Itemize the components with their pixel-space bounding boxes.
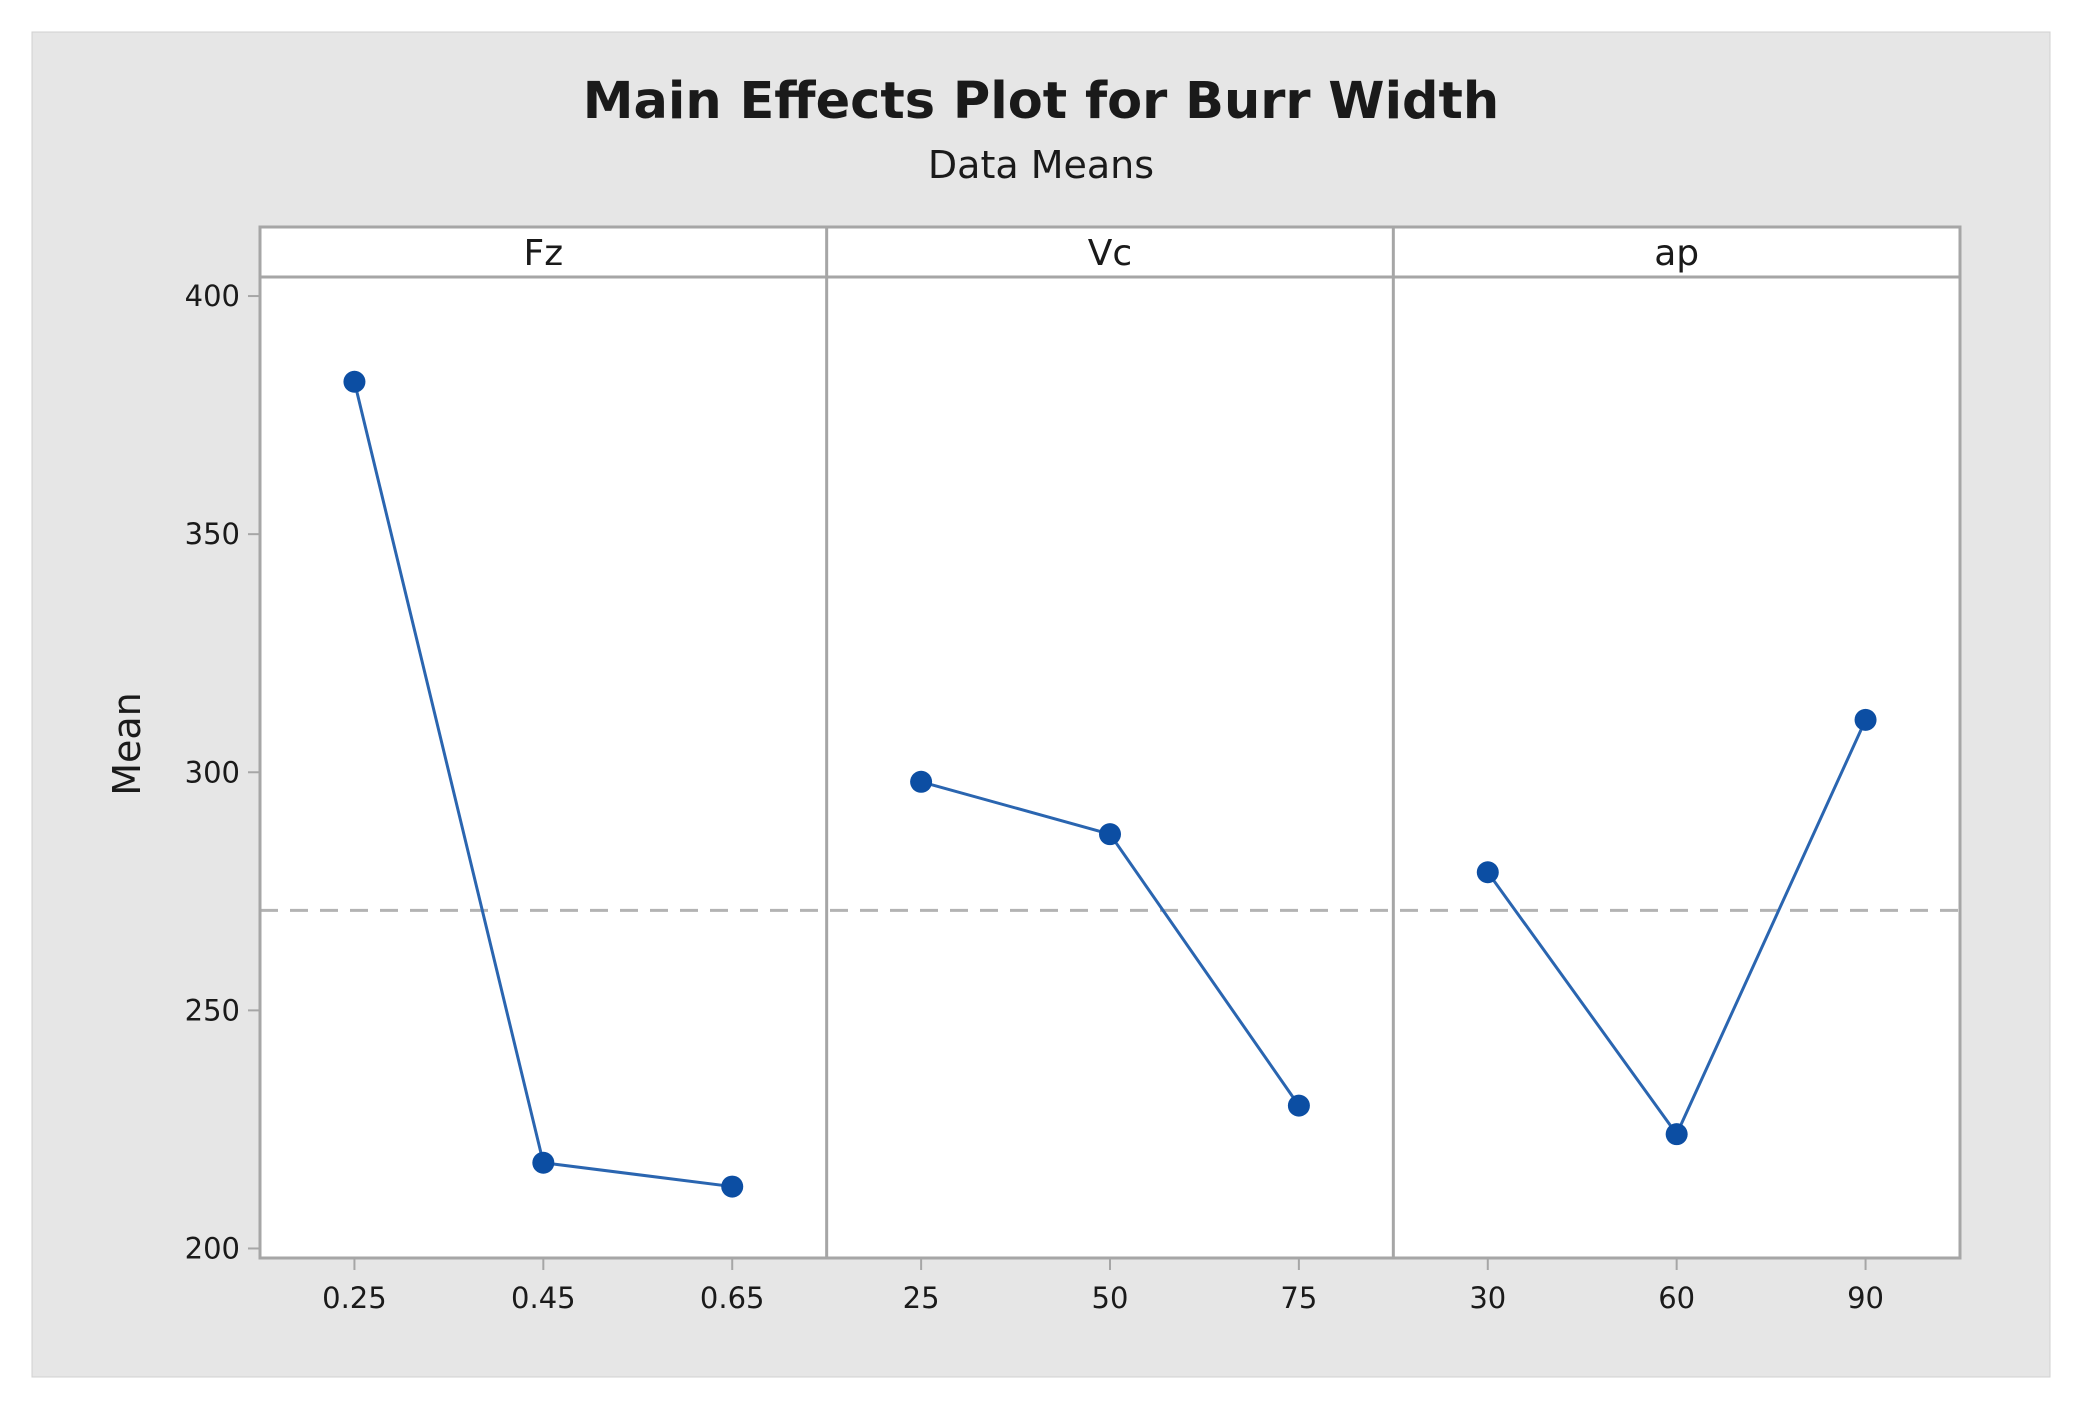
plot-background — [260, 227, 1960, 1258]
data-point-fz-0.45 — [532, 1151, 555, 1174]
x-tick-label: 75 — [1280, 1281, 1317, 1315]
x-tick-label: 60 — [1658, 1281, 1695, 1315]
plot-frame — [258, 225, 1962, 1260]
data-point-ap-60 — [1665, 1123, 1688, 1146]
data-point-vc-75 — [1287, 1094, 1310, 1117]
chart-subtitle: Data Means — [928, 143, 1154, 187]
x-tick-label: 50 — [1092, 1281, 1129, 1315]
y-tick-label: 350 — [185, 517, 240, 551]
panel-label-ap: ap — [1654, 233, 1699, 274]
y-tick-label: 250 — [185, 993, 240, 1027]
y-tick-label: 400 — [185, 279, 240, 313]
y-tick-label: 200 — [185, 1231, 240, 1265]
y-tick-label: 300 — [185, 755, 240, 789]
data-point-ap-30 — [1476, 861, 1499, 884]
panel-label-vc: Vc — [1088, 233, 1132, 274]
data-point-fz-0.25 — [343, 370, 366, 393]
panel-label-fz: Fz — [524, 233, 564, 274]
data-point-vc-25 — [910, 770, 933, 793]
data-point-ap-90 — [1854, 708, 1877, 731]
x-tick-label: 0.65 — [700, 1281, 765, 1315]
x-tick-label: 25 — [903, 1281, 940, 1315]
plot-area: 200 250 300 350 400 Fz 0.25 0.45 0.65 Vc 25 50 75 ap 3… — [185, 225, 1962, 1315]
x-tick-label: 30 — [1469, 1281, 1506, 1315]
data-point-vc-50 — [1099, 823, 1121, 846]
data-point-fz-0.65 — [721, 1175, 744, 1198]
y-axis-title: Mean — [105, 692, 149, 796]
chart-title: Main Effects Plot for Burr Width — [583, 72, 1500, 131]
x-tick-label: 0.25 — [322, 1281, 387, 1315]
x-tick-label: 0.45 — [511, 1281, 576, 1315]
x-tick-label: 90 — [1847, 1281, 1884, 1315]
